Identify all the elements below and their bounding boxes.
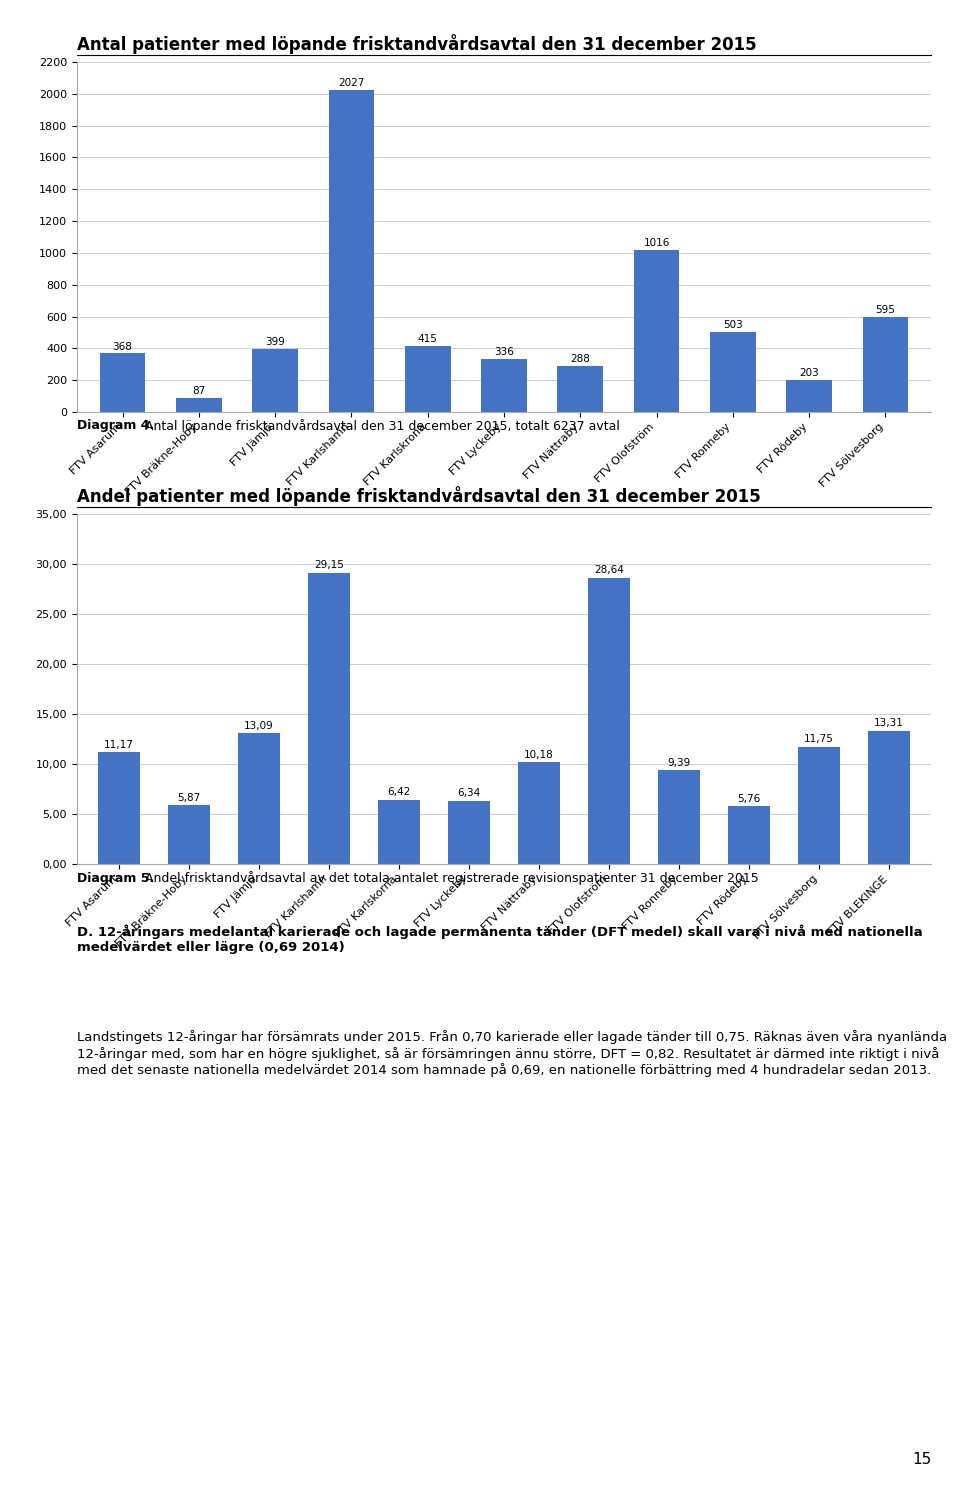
Text: Antal patienter med löpande frisktandvårdsavtal den 31 december 2015: Antal patienter med löpande frisktandvår… xyxy=(77,34,756,54)
Bar xyxy=(798,747,840,864)
Text: 87: 87 xyxy=(192,387,205,396)
Bar xyxy=(238,734,280,864)
Bar xyxy=(176,399,222,412)
Bar xyxy=(308,572,350,864)
Text: D. 12-åringars medelantal karierade och lagade permanenta tänder (DFT medel) ska: D. 12-åringars medelantal karierade och … xyxy=(77,923,923,953)
Text: 10,18: 10,18 xyxy=(524,750,554,760)
Text: Andel frisktandvårdsavtal av det totala antalet registrerade revisionspatienter : Andel frisktandvårdsavtal av det totala … xyxy=(141,871,758,886)
Text: 15: 15 xyxy=(912,1452,931,1467)
Text: 11,75: 11,75 xyxy=(804,734,834,744)
Bar xyxy=(658,769,700,864)
Text: 336: 336 xyxy=(494,347,514,357)
Text: 6,34: 6,34 xyxy=(457,789,481,798)
Text: 13,31: 13,31 xyxy=(875,719,904,729)
Bar xyxy=(588,578,630,864)
Bar xyxy=(328,90,374,412)
Bar xyxy=(252,348,298,412)
Bar xyxy=(100,354,146,412)
Bar xyxy=(728,807,770,864)
Text: 595: 595 xyxy=(876,305,896,315)
Text: 6,42: 6,42 xyxy=(387,787,411,798)
Text: 399: 399 xyxy=(265,336,285,347)
Text: 203: 203 xyxy=(800,368,819,378)
Text: Landstingets 12-åringar har försämrats under 2015. Från 0,70 karierade eller lag: Landstingets 12-åringar har försämrats u… xyxy=(77,1031,947,1077)
Bar xyxy=(168,805,210,864)
Text: Diagram 4.: Diagram 4. xyxy=(77,420,154,432)
Text: 2027: 2027 xyxy=(338,78,365,88)
Text: 1016: 1016 xyxy=(643,239,670,248)
Bar xyxy=(378,799,420,864)
Text: Andel patienter med löpande frisktandvårdsavtal den 31 december 2015: Andel patienter med löpande frisktandvår… xyxy=(77,486,760,506)
Text: 503: 503 xyxy=(723,320,743,330)
Text: Antal löpande frisktandvårdsavtal den 31 december 2015, totalt 6237 avtal: Antal löpande frisktandvårdsavtal den 31… xyxy=(141,420,620,433)
Text: 28,64: 28,64 xyxy=(594,565,624,575)
Text: 415: 415 xyxy=(418,335,438,344)
Bar xyxy=(481,359,527,412)
Bar xyxy=(98,753,140,864)
Text: 29,15: 29,15 xyxy=(314,560,344,571)
Bar xyxy=(786,379,832,412)
Bar xyxy=(448,801,490,864)
Bar xyxy=(405,347,450,412)
Bar xyxy=(634,251,680,412)
Bar xyxy=(868,731,910,864)
Text: 9,39: 9,39 xyxy=(667,757,690,768)
Text: 11,17: 11,17 xyxy=(104,740,133,750)
Bar xyxy=(558,366,603,412)
Bar xyxy=(710,332,756,412)
Text: 5,76: 5,76 xyxy=(737,793,760,804)
Text: 5,87: 5,87 xyxy=(178,793,201,802)
Bar xyxy=(862,317,908,412)
Bar xyxy=(518,762,560,864)
Text: 288: 288 xyxy=(570,354,590,365)
Text: Diagram 5.: Diagram 5. xyxy=(77,871,154,884)
Text: 13,09: 13,09 xyxy=(244,720,274,731)
Text: 368: 368 xyxy=(112,342,132,351)
